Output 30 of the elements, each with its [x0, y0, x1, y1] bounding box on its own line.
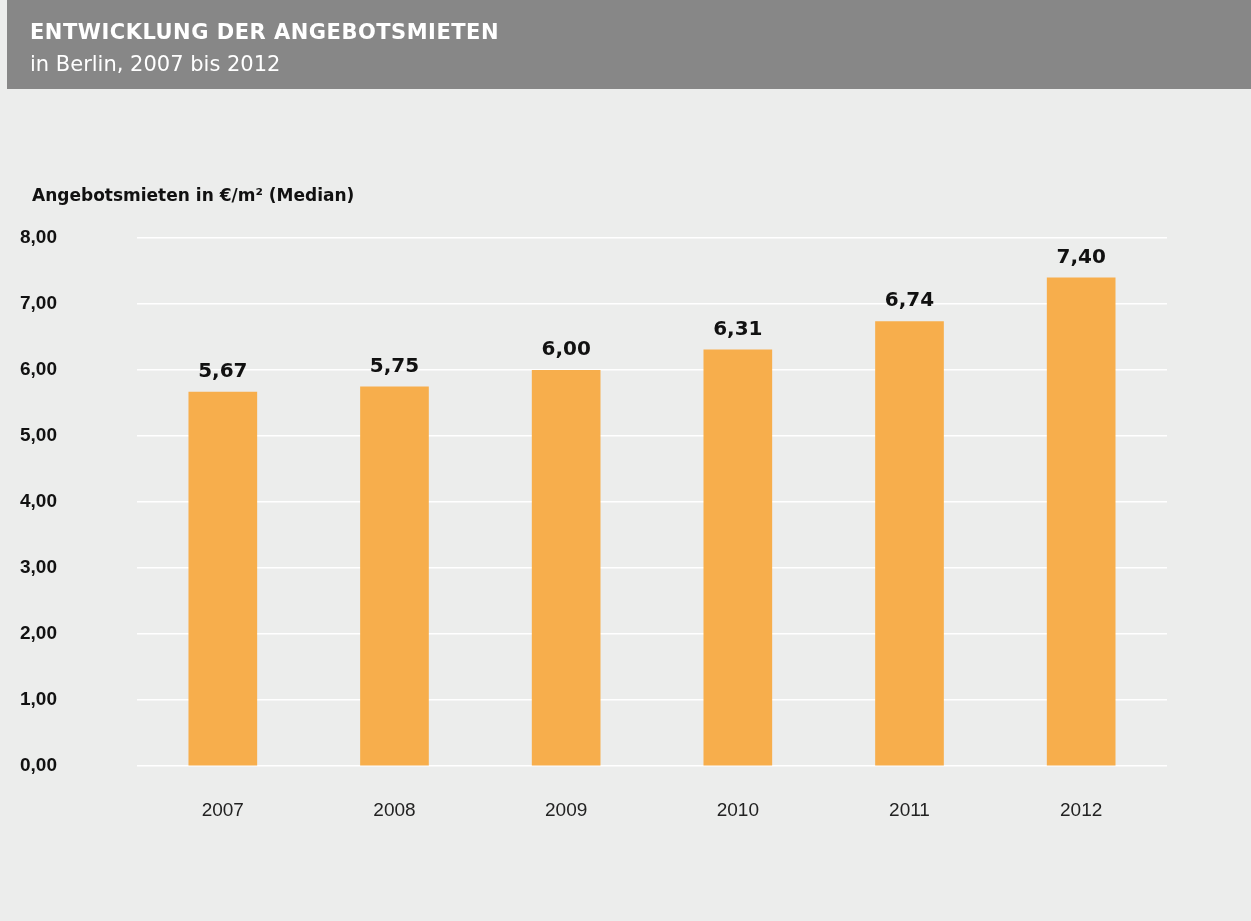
- x-tick-label: 2007: [201, 798, 244, 820]
- x-tick-label: 2012: [1060, 798, 1103, 820]
- data-label: 6,00: [541, 336, 591, 361]
- data-label: 5,67: [198, 358, 248, 383]
- y-tick-label: 4,00: [20, 490, 57, 512]
- y-tick-label: 8,00: [20, 226, 57, 248]
- y-tick-label: 2,00: [20, 622, 57, 644]
- chart-title: ENTWICKLUNG DER ANGEBOTSMIETEN: [30, 20, 499, 44]
- x-tick-label: 2011: [889, 798, 930, 820]
- y-tick-label: 1,00: [20, 688, 57, 710]
- data-label: 6,74: [884, 287, 935, 312]
- y-tick-label: 5,00: [20, 424, 57, 446]
- y-tick-label: 3,00: [20, 556, 57, 578]
- data-label: 7,40: [1056, 243, 1106, 268]
- bar: [875, 321, 944, 766]
- x-tick-label: 2008: [373, 798, 416, 820]
- data-label: 5,75: [369, 352, 420, 377]
- bar: [531, 370, 601, 766]
- x-tick-label: 2010: [716, 798, 759, 820]
- chart-subtitle: in Berlin, 2007 bis 2012: [30, 52, 281, 76]
- bar: [188, 391, 258, 766]
- y-tick-label: 7,00: [20, 292, 57, 314]
- y-tick-label: 0,00: [20, 754, 57, 776]
- y-axis-title: Angebotsmieten in €/m² (Median): [32, 185, 355, 205]
- bar: [360, 386, 429, 766]
- y-tick-label: 6,00: [20, 358, 57, 380]
- bar: [1046, 277, 1116, 766]
- data-label: 6,31: [713, 315, 763, 340]
- x-tick-label: 2009: [545, 798, 588, 820]
- bar: [703, 349, 773, 766]
